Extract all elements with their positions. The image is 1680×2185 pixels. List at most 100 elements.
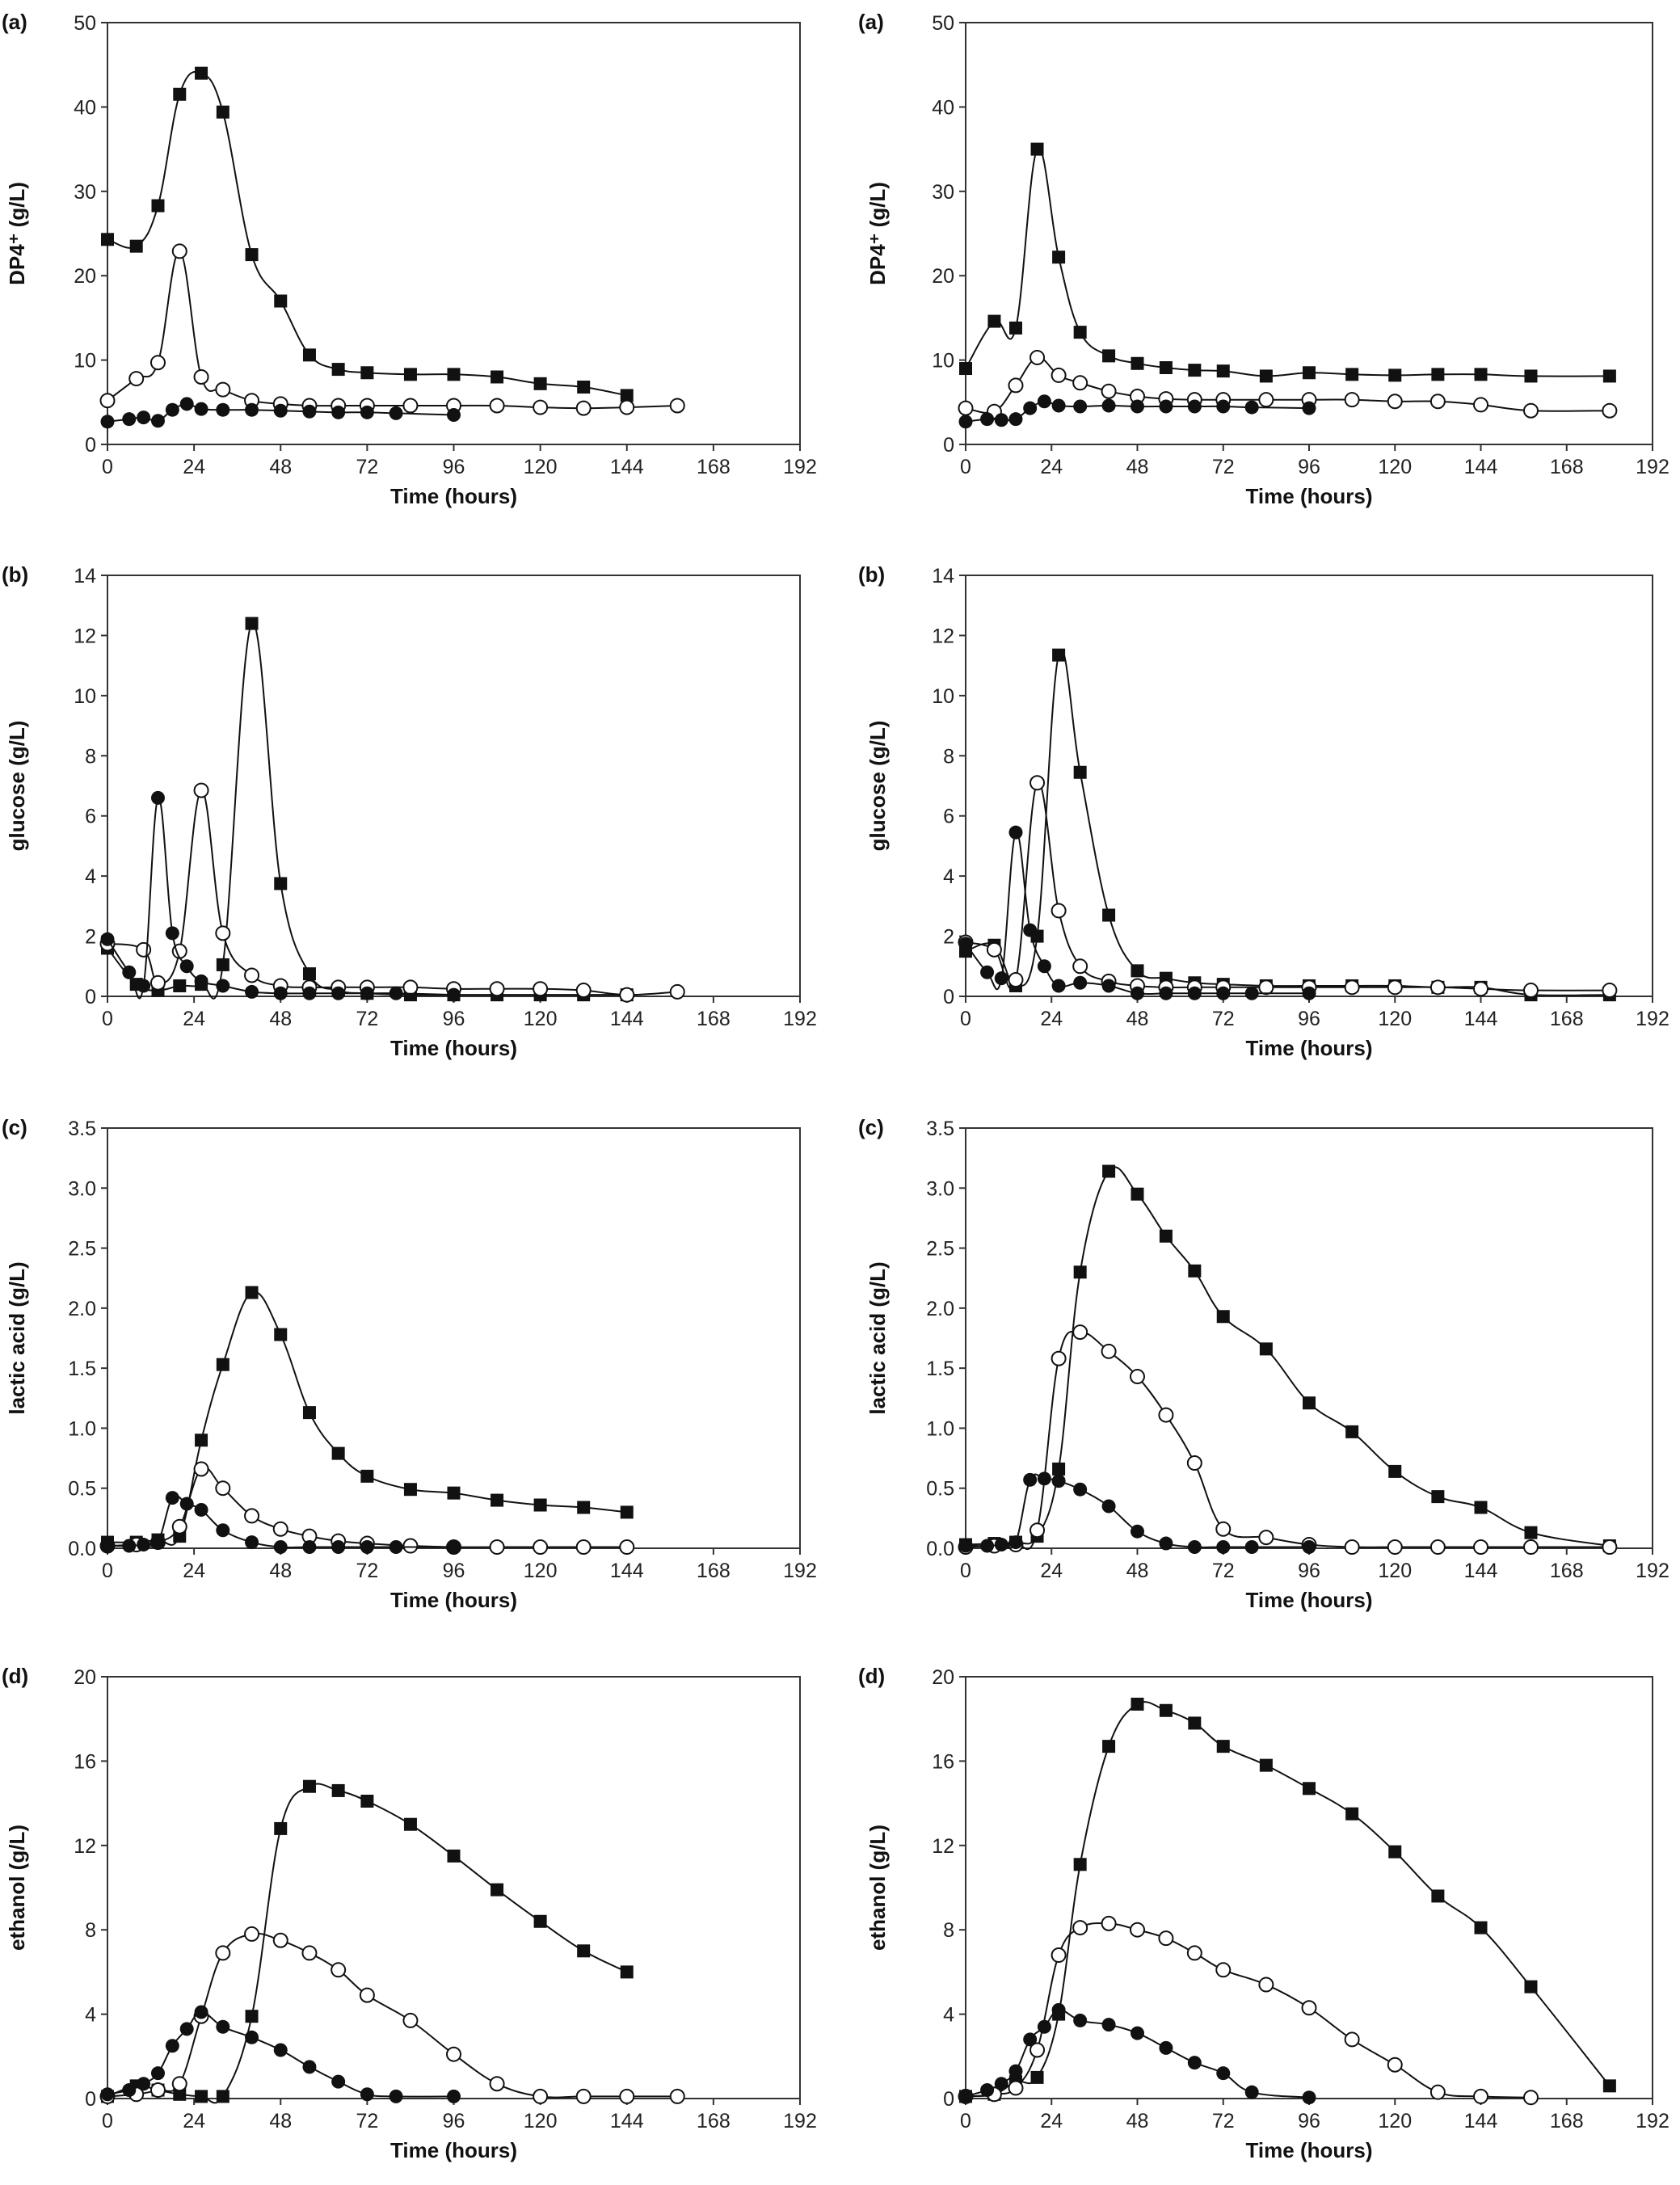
data-point-square [1524,369,1538,383]
data-point-square [302,1779,316,1793]
series-line [107,1932,678,2099]
data-point-open-circle [1344,392,1360,408]
x-tick-label: 144 [610,1008,644,1030]
data-point-filled-circle [273,2043,288,2057]
data-point-square [987,314,1001,328]
data-point-open-circle [669,983,685,1000]
y-tick-label: 40 [74,96,96,119]
data-point-filled-circle [389,1540,403,1555]
series-line [965,649,1610,996]
y-tick-label: 0 [85,986,96,1008]
data-point-open-circle [1387,1539,1403,1556]
series-line [107,250,678,410]
data-point-filled-circle [1023,1472,1038,1487]
data-point-filled-circle [1023,923,1038,937]
data-point-square [403,368,417,381]
data-point-filled-circle [980,965,995,979]
data-point-open-circle [1258,979,1274,996]
data-point-filled-circle [360,2087,374,2102]
data-point-square [216,958,229,971]
plot-frame [107,22,801,445]
data-point-square [1159,1703,1173,1717]
plot-frame [965,22,1653,445]
y-tick-label: 2.5 [926,1238,954,1261]
data-point-open-circle [1522,2090,1539,2106]
data-point-square [360,1469,374,1483]
data-point-square [1303,1782,1316,1796]
y-tick-label: 0.5 [68,1478,96,1501]
y-tick-label: 0 [85,2088,96,2111]
data-point-filled-circle [447,407,461,422]
data-point-square [1073,1858,1087,1871]
data-point-filled-circle [1008,1535,1023,1550]
data-point-filled-circle [1244,400,1259,415]
y-axis-title: ethanol (g/L) [5,1825,29,1951]
data-point-open-circle [1387,2057,1403,2073]
data-point-filled-circle [245,984,259,999]
data-point-filled-circle [194,402,208,416]
data-point-open-circle [575,400,592,416]
data-point-open-circle [1072,1324,1088,1341]
data-point-square [1431,1490,1445,1504]
data-point-open-circle [193,368,209,385]
data-point-filled-circle [216,402,230,417]
data-point-square [173,2087,187,2101]
data-point-open-circle [1158,1930,1174,1947]
data-point-open-circle [1602,402,1618,419]
data-point-square [620,1505,634,1519]
data-point-square [216,2090,229,2103]
data-point-filled-circle [980,412,995,427]
y-axis-title: DP4⁺ (g/L) [5,182,29,285]
data-point-open-circle [575,1539,592,1556]
data-point-square [1602,2079,1616,2093]
data-point-filled-circle [1073,1482,1088,1497]
data-point-open-circle [1429,2084,1446,2100]
data-point-filled-circle [216,2019,230,2034]
y-tick-label: 16 [932,1750,954,1773]
series-line [107,797,454,1000]
y-tick-label: 10 [932,350,954,373]
data-point-open-circle [1008,972,1024,988]
data-point-open-circle [533,399,549,415]
x-tick-label: 0 [960,1560,971,1582]
x-tick-label: 24 [1040,456,1063,478]
data-point-filled-circle [980,2083,995,2098]
data-point-filled-circle [1037,2019,1051,2034]
data-point-open-circle [149,975,166,991]
x-tick-label: 72 [1212,2110,1235,2132]
x-tick-label: 0 [960,1008,971,1030]
data-point-filled-circle [1131,399,1144,414]
data-point-filled-circle [1023,401,1038,415]
data-point-square [1259,1758,1273,1772]
data-point-open-circle [446,2046,461,2062]
x-axis-title: Time (hours) [1246,1036,1373,1060]
data-point-square [533,1914,547,1928]
data-point-filled-circle [1216,2066,1231,2081]
data-point-square [1602,369,1616,383]
data-point-filled-circle [980,1539,995,1553]
data-point-filled-circle [1051,1474,1066,1488]
x-tick-label: 72 [1212,456,1235,478]
data-point-open-circle [1029,2042,1046,2058]
data-point-square [1431,368,1445,381]
data-point-square [620,389,634,402]
data-point-square [195,66,208,80]
y-tick-label: 14 [74,565,96,587]
x-tick-label: 96 [1298,1560,1320,1582]
data-point-square [274,294,288,308]
data-point-square [1216,364,1230,378]
data-point-filled-circle [1159,1536,1173,1551]
data-point-filled-circle [1008,412,1023,427]
data-point-filled-circle [1101,1499,1116,1514]
data-point-filled-circle [1131,986,1144,1000]
y-tick-label: 50 [932,12,954,35]
x-tick-label: 120 [1378,2110,1412,2132]
data-point-filled-circle [1008,2064,1023,2078]
data-point-square [302,348,316,362]
data-point-filled-circle [958,1539,973,1553]
data-point-filled-circle [1008,825,1023,840]
data-point-open-circle [986,941,1002,958]
y-tick-label: 30 [932,181,954,204]
x-tick-label: 168 [697,2110,731,2132]
